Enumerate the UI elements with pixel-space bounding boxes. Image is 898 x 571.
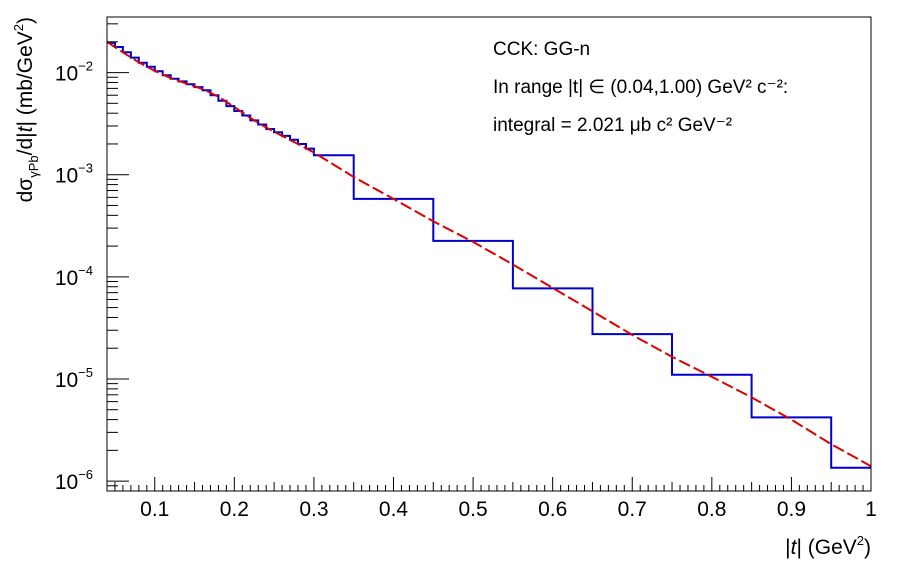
annotation-integral: integral = 2.021 μb c² GeV⁻²	[493, 115, 732, 136]
y-tick-label: 10−4	[55, 263, 93, 290]
y-tick-label: 10−5	[55, 365, 93, 392]
x-tick-label: 0.1	[140, 498, 169, 521]
annotation-model: CCK: GG-n	[493, 39, 590, 60]
x-tick-label: 0.5	[458, 498, 487, 521]
x-axis-title: |t| (GeV2)	[785, 533, 871, 559]
x-axis-ticks: 0.1 0.2 0.3 0.4 0.5 0.6 0.7 0.8 0.9 1	[106, 477, 877, 521]
x-tick-label: 0.9	[777, 498, 806, 521]
x-tick-label: 0.6	[538, 498, 567, 521]
x-tick-label: 0.3	[299, 498, 328, 521]
fit-curve-series	[106, 40, 872, 468]
histogram-step-line	[107, 41, 871, 469]
x-tick-label: 0.8	[697, 498, 726, 521]
y-axis-title: dσγPb/d|t| (mb/GeV2)	[11, 17, 41, 202]
y-axis-ticks: 10−6 10−5 10−4 10−3 10−2	[55, 23, 129, 494]
y-tick-label: 10−3	[55, 161, 93, 188]
y-tick-label: 10−2	[55, 59, 93, 86]
fit-curve-line	[106, 40, 872, 468]
x-tick-label: 0.4	[379, 498, 409, 521]
x-tick-label: 0.7	[618, 498, 647, 521]
x-tick-label: 0.2	[220, 498, 249, 521]
x-tick-label: 1	[865, 498, 877, 521]
annotation-range: In range |t| ∈ (0.04,1.00) GeV² c⁻²:	[493, 77, 788, 98]
histogram-series	[107, 41, 871, 469]
y-tick-label: 10−6	[55, 467, 93, 494]
